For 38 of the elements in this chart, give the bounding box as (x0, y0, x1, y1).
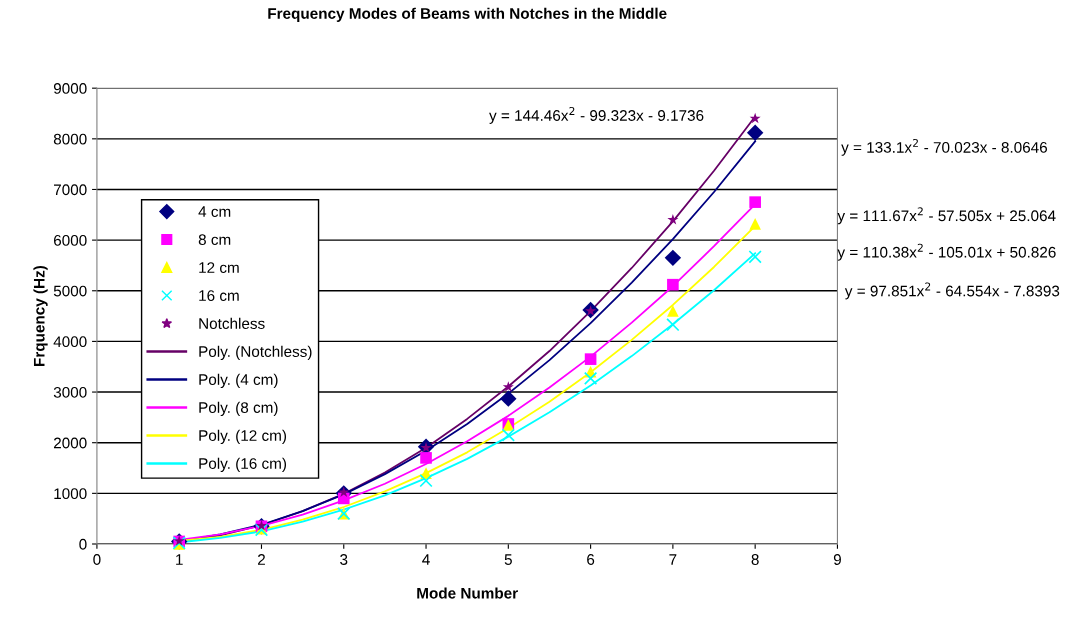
x-tick-label: 2 (258, 554, 265, 565)
legend-label: Poly. (16 cm) (199, 457, 287, 472)
text: y = 97.851x$^{2}$ - 64.554x - 7.8393 (844, 282, 1060, 300)
legend-label: Poly. (Notchless) (199, 345, 312, 360)
x-tick-label: 9 (833, 554, 841, 565)
x-tick-label: 6 (587, 554, 595, 565)
x-tick-label: 4 (422, 554, 430, 565)
x-tick-label: 3 (340, 554, 348, 565)
y-tick-label: 3000 (53, 386, 87, 398)
legend-label: Poly. (4 cm) (199, 373, 278, 388)
x-tick-label: 7 (669, 554, 677, 565)
y-tick-label: 8000 (53, 133, 87, 145)
y-tick-label: 0 (79, 538, 87, 550)
legend-label: 16 cm (199, 290, 239, 301)
y-tick-label: 5000 (53, 285, 87, 297)
legend-label: Poly. (8 cm) (199, 401, 278, 416)
y-tick-label: 6000 (53, 234, 87, 246)
x-tick-label: 8 (751, 554, 759, 565)
y-tick-label: 1000 (54, 488, 87, 500)
legend-label: 8 cm (198, 234, 231, 246)
y-tick-label: 2000 (53, 437, 87, 449)
text: y = 111.67x$^{2}$ - 57.505x + 25.064 (837, 207, 1056, 225)
x-tick-label: 1 (176, 554, 183, 565)
y-tick-label: 7000 (54, 184, 87, 196)
legend-label: 4 cm (198, 206, 231, 218)
y-tick-label: 9000 (53, 83, 87, 94)
annotation: y = 144.46x$^{2}$ - 99.323x - 9.1736 (489, 106, 704, 124)
x-axis-title: Mode Number (417, 587, 518, 599)
text: y = 110.38x$^{2}$ - 105.01x + 50.826 (837, 243, 1056, 261)
chart-title: Frequency Modes of Beams with Notches in the Middle (268, 7, 667, 22)
legend-label: Poly. (12 cm) (199, 429, 287, 444)
x-tick-label: 0 (93, 554, 101, 565)
text: y = 133.1x$^{2}$ - 70.023x - 8.0646 (841, 138, 1048, 156)
legend-label: 12 cm (199, 262, 239, 273)
legend-label: Notchless (199, 317, 265, 329)
y-tick-label: 4000 (53, 336, 87, 348)
x-tick-label: 5 (504, 554, 512, 565)
y-axis-title: Frquency (Hz) (33, 265, 48, 366)
